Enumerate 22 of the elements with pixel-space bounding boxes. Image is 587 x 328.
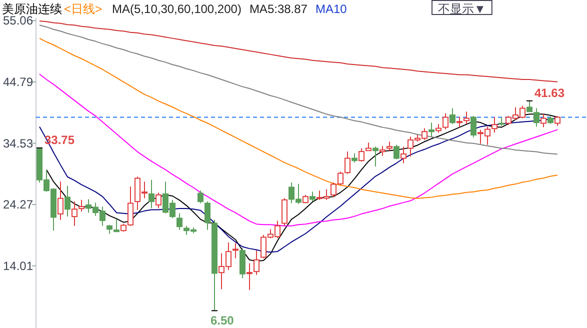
text: 不显示▼ bbox=[438, 2, 486, 16]
chart-subtitle: <日线> bbox=[64, 2, 102, 16]
text: MA(5,10,30,60,100,200) bbox=[112, 2, 242, 16]
text: MA10 bbox=[315, 2, 348, 16]
chart-title: 美原油连续 bbox=[2, 2, 62, 16]
annotation: 41.63 bbox=[534, 86, 565, 100]
y-tick-label: 24.27 bbox=[2, 198, 34, 212]
candlestick bbox=[58, 181, 64, 220]
candlestick bbox=[232, 242, 238, 259]
candlestick bbox=[400, 146, 406, 164]
y-tick-label: 34.53 bbox=[2, 136, 34, 150]
y-tick-label: 44.79 bbox=[2, 74, 34, 89]
annotation: 6.50 bbox=[210, 314, 234, 328]
line-series bbox=[39, 20, 558, 82]
candlestick bbox=[254, 250, 260, 276]
candlestick bbox=[64, 185, 70, 218]
candlestick bbox=[428, 122, 434, 138]
y-tick-label: 14.01 bbox=[2, 258, 34, 273]
text: MA5:38.87 bbox=[249, 2, 308, 16]
candlestick bbox=[246, 262, 252, 290]
y-tick-label: 55.06 bbox=[2, 14, 34, 28]
candlestick bbox=[464, 111, 470, 124]
